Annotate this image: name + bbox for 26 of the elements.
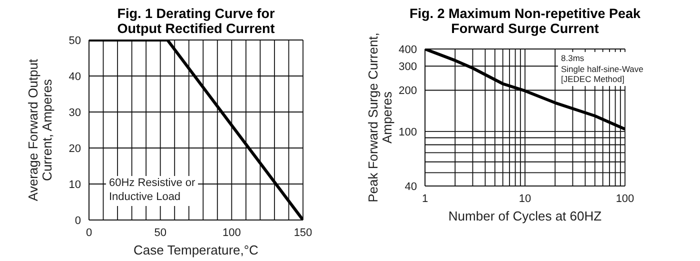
y-tick-label: 200 [398,85,417,98]
chart-title: Fig. 1 Derating Curve for Output Rectified Current [116,6,276,36]
y-tick-label: 300 [398,61,417,74]
y-tick-label: 10 [68,178,81,191]
x-tick-label: 1 [422,192,428,205]
x-tick-label: 50 [154,226,166,239]
y-tick-label: 30 [68,106,81,119]
y-axis-title: Peak Forward Surge Current, Amperes [366,32,395,202]
x-tick-label: 150 [294,226,312,239]
x-tick-label: 100 [222,226,241,239]
x-tick-label: 100 [616,192,634,205]
y-axis-title: Average Forward Output Current, Amperes [26,58,55,202]
y-tick-label: 40 [68,70,81,83]
x-axis-title: Case Temperature,°C [134,242,258,258]
y-tick-label: 400 [398,44,417,56]
annotation: 60Hz Resistive or Inductive Load [106,176,198,206]
x-tick-label: 10 [518,192,532,205]
annotation: 8.3ms Single half-sine-Wave [JEDEC Method] [558,52,646,86]
y-tick-label: 0 [74,214,81,227]
chart-title: Fig. 2 Maximum Non-repetitive Peak Forward Surge Current [408,6,642,36]
y-tick-label: 50 [68,34,81,47]
x-tick-label: 0 [86,226,92,239]
y-tick-label: 40 [404,180,417,193]
y-tick-label: 100 [398,126,417,138]
y-tick-label: 20 [68,142,81,155]
x-axis-title: Number of Cycles at 60HZ [448,208,602,224]
